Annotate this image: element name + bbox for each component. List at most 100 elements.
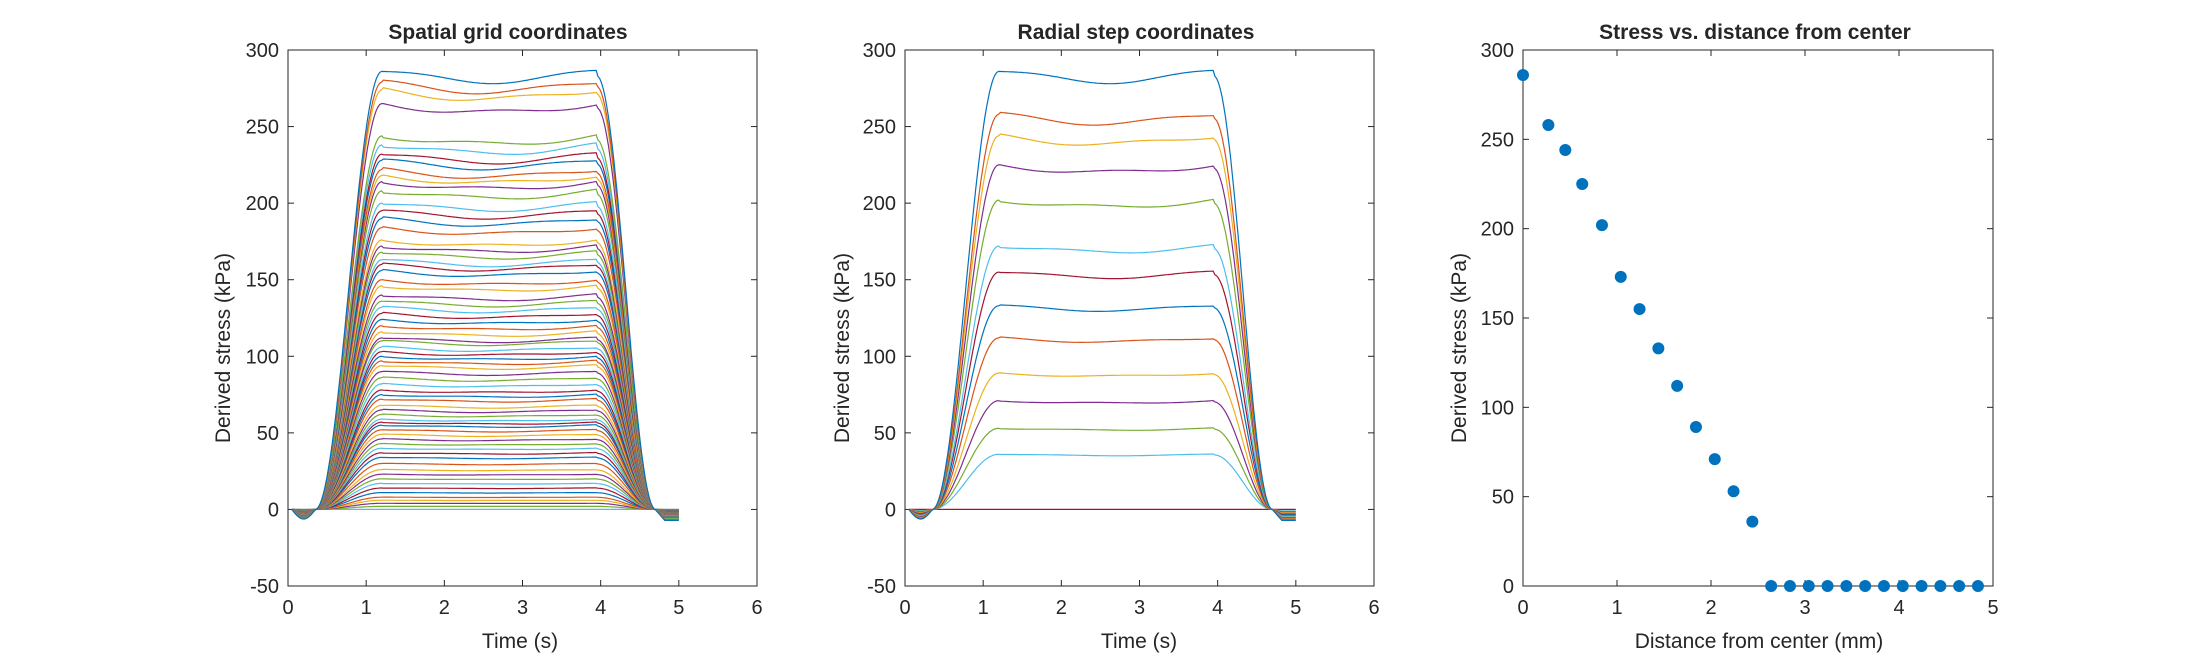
y-tick-label: 250 (863, 117, 896, 139)
series-line (291, 437, 679, 512)
panel-spatial-grid: Spatial grid coordinates Derived stress … (212, 21, 763, 653)
series-line (291, 478, 679, 511)
series-line (291, 355, 679, 514)
y-tick-label: 100 (1481, 397, 1514, 419)
scatter-point (1633, 303, 1646, 316)
y-tick-label: -50 (867, 576, 896, 598)
x-tick-label: 0 (282, 597, 293, 619)
x-tick-label: 6 (1368, 597, 1379, 619)
x-tick-label: 5 (673, 597, 684, 619)
series-line (908, 372, 1296, 514)
scatter-point (1821, 580, 1834, 592)
series-line (291, 451, 679, 512)
series-line (908, 198, 1296, 518)
scatter-point (1971, 580, 1984, 592)
scatter-point (1840, 580, 1853, 592)
series-line (291, 462, 679, 512)
series-line (291, 258, 679, 517)
series-line (291, 330, 679, 515)
series-line (291, 468, 679, 511)
series-line (291, 268, 679, 516)
x-tick-label: 3 (1134, 597, 1145, 619)
series-line (291, 69, 679, 521)
y-tick-label: 200 (246, 193, 279, 215)
series-line (291, 200, 679, 518)
y-tick-label: -50 (250, 576, 279, 598)
series-line (291, 397, 679, 513)
y-tick-label: 300 (246, 40, 279, 62)
series-line (291, 505, 679, 511)
series-line (291, 421, 679, 513)
x-tick-label: 5 (1290, 597, 1301, 619)
scatter-point (1859, 580, 1872, 592)
series-line (291, 166, 679, 519)
series-line (291, 376, 679, 514)
scatter-point (1896, 580, 1909, 592)
series-line (291, 318, 679, 515)
x-tick-label: 1 (361, 597, 372, 619)
series-line (291, 79, 679, 521)
scatter-point (1783, 580, 1796, 592)
x-tick-label: 4 (1893, 597, 1904, 619)
scatter-point (1576, 178, 1589, 190)
series-line (291, 188, 679, 518)
y-tick-label: 100 (863, 346, 896, 368)
series-line (291, 293, 679, 516)
series-line (291, 284, 679, 516)
series-line (291, 152, 679, 519)
x-tick-label: 3 (1799, 597, 1810, 619)
y-tick-label: 50 (874, 423, 896, 445)
series-line (291, 413, 679, 513)
series-line (291, 428, 679, 512)
y-tick-label: 100 (246, 346, 279, 368)
series-line (291, 418, 679, 513)
series-line (291, 393, 679, 513)
scatter-point (1934, 580, 1947, 592)
scatter-point (1765, 580, 1778, 592)
series-line (908, 270, 1296, 516)
scatter-point (1708, 453, 1721, 466)
series-line (291, 350, 679, 514)
series-line (291, 473, 679, 511)
y-tick-label: 50 (257, 423, 279, 445)
x-tick-label: 1 (1611, 597, 1622, 619)
x-tick-label: 0 (899, 597, 910, 619)
series-line (291, 433, 679, 512)
series-line (291, 250, 679, 517)
series-line (291, 134, 679, 520)
axes-box (1522, 49, 1994, 587)
series-line (291, 482, 679, 511)
y-tick-label: 150 (863, 270, 896, 292)
series-line (908, 427, 1296, 513)
scatter-point (1542, 119, 1555, 132)
y-tick-label: 150 (1481, 308, 1514, 330)
scatter-point (1727, 485, 1740, 498)
series-line (908, 164, 1296, 519)
x-tick-label: 0 (1517, 597, 1528, 619)
series-line (291, 496, 679, 511)
scatter-point (1671, 379, 1684, 392)
series-line (291, 209, 679, 518)
x-axis-label: Distance from center (mm) (1635, 630, 1884, 653)
x-tick-label: 3 (517, 597, 528, 619)
x-tick-label: 4 (1212, 597, 1223, 619)
scatter-point (1652, 342, 1665, 355)
panel-stress-vs-distance: Stress vs. distance from center Derived … (1448, 21, 1999, 653)
x-tick-label: 2 (1705, 597, 1716, 619)
chart-title: Spatial grid coordinates (388, 21, 627, 44)
series-line (291, 364, 679, 514)
series-line (291, 487, 679, 511)
series-line (291, 244, 679, 517)
series-line (908, 304, 1296, 516)
scatter-point (1559, 144, 1572, 157)
y-tick-label: 300 (863, 40, 896, 62)
x-axis-label: Time (s) (482, 630, 558, 653)
series-line (291, 311, 679, 515)
series-line (908, 133, 1296, 520)
y-tick-label: 250 (1481, 129, 1514, 151)
series-line (291, 226, 679, 518)
series-line (291, 279, 679, 516)
y-axis-label: Derived stress (kPa) (1448, 253, 1471, 443)
series-line (291, 103, 679, 521)
